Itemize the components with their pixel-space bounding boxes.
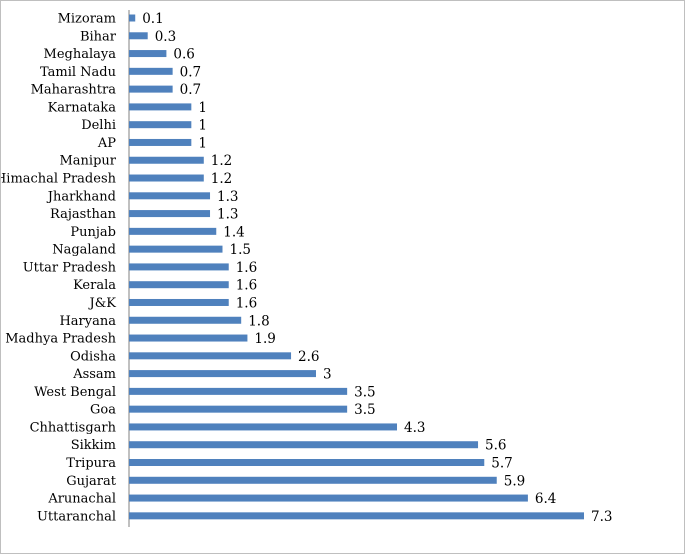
category-label: Karnataka [48, 100, 117, 115]
category-label: Goa [90, 403, 116, 418]
value-label: 1.3 [217, 207, 238, 223]
category-label: Uttaranchal [37, 509, 116, 524]
category-label: Meghalaya [44, 47, 117, 62]
value-label: 0.6 [173, 47, 194, 63]
category-label: Rajasthan [50, 207, 117, 222]
bar-4 [129, 85, 173, 93]
bar-25 [129, 459, 485, 466]
category-label: Punjab [70, 225, 116, 240]
bar-8 [129, 156, 204, 164]
category-label: Tamil Nadu [40, 65, 116, 80]
category-label: J&K [88, 296, 117, 311]
value-label: 5.9 [504, 473, 525, 489]
value-label: 1.4 [223, 224, 244, 240]
category-label: Delhi [81, 118, 116, 133]
category-label: West Bengal [34, 385, 116, 400]
bar-3 [129, 67, 173, 75]
bar-17 [129, 316, 242, 324]
category-label: Bihar [80, 29, 117, 44]
category-label: Assam [72, 367, 116, 382]
bar-16 [129, 298, 229, 306]
value-label: 1.6 [236, 278, 257, 294]
category-label: Madhya Pradesh [5, 332, 116, 347]
value-label: 1 [198, 118, 207, 134]
value-label: 1.6 [236, 295, 257, 311]
bar-7 [129, 138, 192, 146]
category-label: Nagaland [52, 243, 116, 258]
bar-19 [129, 352, 292, 360]
bar-10 [129, 192, 211, 200]
value-label: 1.6 [236, 260, 257, 276]
bar-20 [129, 370, 316, 378]
bar-27 [129, 494, 528, 502]
value-label: 5.6 [485, 438, 506, 454]
bar-2 [129, 50, 167, 58]
value-label: 1 [198, 100, 207, 116]
category-label: Sikkim [71, 438, 116, 453]
value-label: 2.6 [298, 349, 319, 365]
bar-5 [129, 103, 192, 111]
value-label: 1.8 [248, 313, 269, 329]
bar-9 [129, 174, 204, 182]
bar-18 [129, 334, 248, 342]
category-label: Mizoram [58, 12, 116, 27]
bar-24 [129, 441, 479, 449]
category-label: Kerala [73, 278, 116, 293]
bar-12 [129, 227, 217, 235]
category-labels-group: Mizoram Bihar Meghalaya Tamil Nadu Maharasht… [1, 12, 117, 525]
bar-14 [129, 263, 229, 271]
category-label: Manipur [59, 154, 116, 169]
category-label: Odisha [70, 349, 116, 364]
value-label: 1.9 [254, 331, 275, 347]
bar-0 [129, 14, 136, 22]
value-label: 3.5 [354, 384, 375, 400]
value-label: 0.1 [142, 11, 163, 27]
category-label: Haryana [59, 314, 116, 329]
value-label: 0.7 [180, 82, 201, 98]
bars-group [129, 14, 584, 520]
bar-28 [129, 512, 584, 520]
category-label: Maharashtra [31, 83, 117, 98]
bar-26 [129, 476, 497, 484]
value-label: 1 [198, 135, 207, 151]
bar-23 [129, 423, 398, 431]
value-label: 1.2 [211, 171, 232, 187]
value-label: 1.3 [217, 189, 238, 205]
value-labels-group: 0.10.30.60.70.71111.21.21.31.31.41.51.61… [142, 11, 612, 525]
category-label: Himachal Pradesh [1, 172, 117, 187]
category-label: Uttar Pradesh [23, 260, 117, 275]
value-label: 3.5 [354, 402, 375, 418]
value-label: 3 [323, 367, 332, 383]
value-label: 6.4 [535, 491, 556, 507]
category-label: Gujarat [66, 474, 117, 489]
bar-13 [129, 245, 223, 253]
category-label: AP [97, 136, 116, 151]
category-label: Jharkhand [46, 189, 116, 204]
bar-6 [129, 121, 192, 129]
category-label: Tripura [66, 456, 116, 471]
bar-1 [129, 32, 148, 40]
value-label: 7.3 [591, 509, 612, 525]
bar-22 [129, 405, 348, 413]
value-label: 4.3 [404, 420, 425, 436]
value-label: 0.3 [155, 29, 176, 45]
value-label: 1.2 [211, 153, 232, 169]
value-label: 5.7 [491, 456, 512, 472]
bar-11 [129, 210, 211, 218]
category-label: Chhattisgarh [30, 420, 117, 435]
bar-21 [129, 387, 348, 395]
category-label: Arunachal [47, 492, 116, 507]
bar-15 [129, 281, 229, 289]
value-label: 1.5 [229, 242, 250, 258]
value-label: 0.7 [180, 64, 201, 80]
